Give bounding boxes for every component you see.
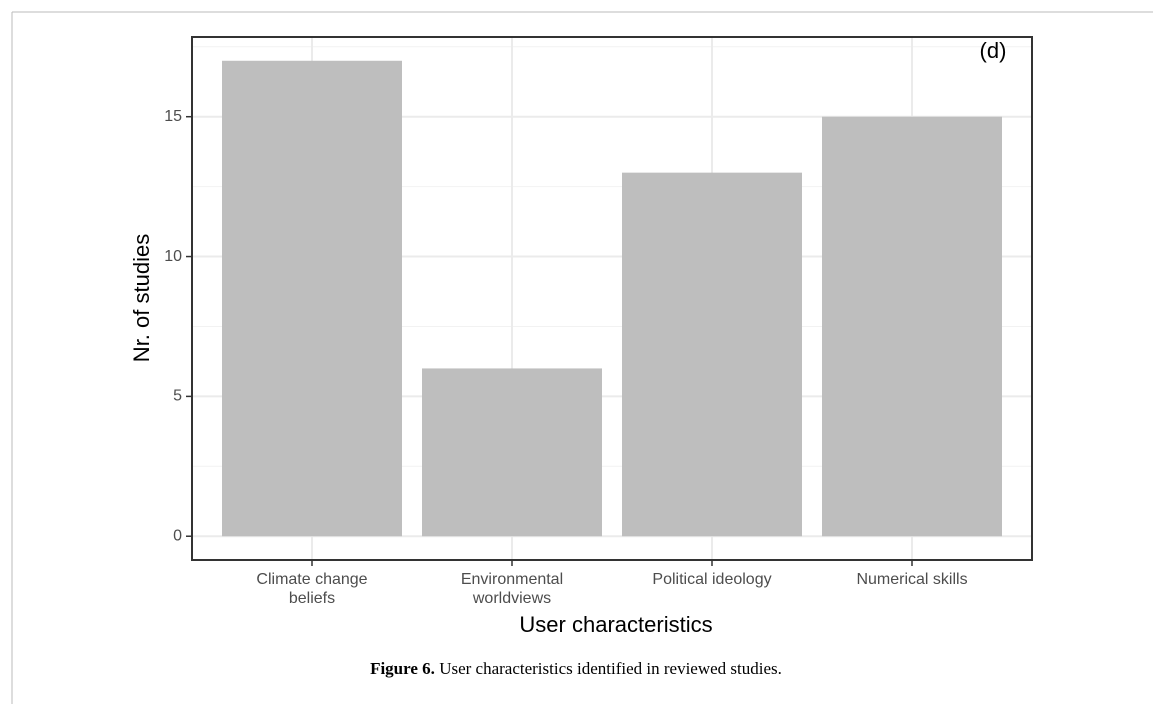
caption: Figure 6. User characteristics identifie… bbox=[370, 659, 782, 678]
bars bbox=[222, 60, 1002, 537]
caption-text: User characteristics identified in revie… bbox=[439, 659, 782, 678]
bar bbox=[222, 60, 402, 537]
x-tick-label: Climate change beliefs bbox=[256, 571, 367, 607]
bar bbox=[622, 172, 802, 537]
bar bbox=[422, 368, 602, 537]
y-tick-label: 0 bbox=[173, 527, 182, 544]
labels: 0 5 10 15 Climate change beliefs Environmental… bbox=[164, 108, 967, 607]
y-axis-title: Nr. of studies bbox=[129, 234, 154, 362]
y-tick-label: 15 bbox=[164, 108, 182, 125]
bar bbox=[822, 116, 1002, 537]
y-tick-label: 10 bbox=[164, 248, 182, 265]
x-tick-label: Environmental worldviews bbox=[461, 571, 563, 607]
annotation: (d) bbox=[980, 38, 1007, 63]
x-tick-label: Political ideology bbox=[652, 571, 771, 588]
panel-border bbox=[191, 36, 1033, 561]
y-tick-label: 5 bbox=[173, 388, 182, 405]
caption-label: Figure 6. bbox=[370, 659, 435, 678]
x-axis-title: User characteristics bbox=[519, 612, 712, 637]
x-tick-label: Numerical skills bbox=[856, 571, 967, 588]
